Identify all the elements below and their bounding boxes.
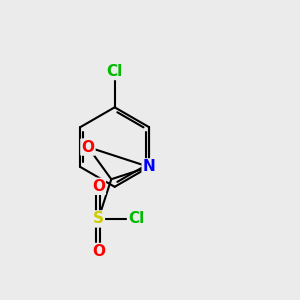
Text: O: O bbox=[81, 140, 94, 154]
Text: N: N bbox=[143, 159, 155, 174]
Text: S: S bbox=[93, 212, 104, 226]
Text: Cl: Cl bbox=[106, 64, 123, 79]
Text: O: O bbox=[92, 244, 105, 259]
Text: O: O bbox=[92, 179, 105, 194]
Text: Cl: Cl bbox=[128, 212, 144, 226]
